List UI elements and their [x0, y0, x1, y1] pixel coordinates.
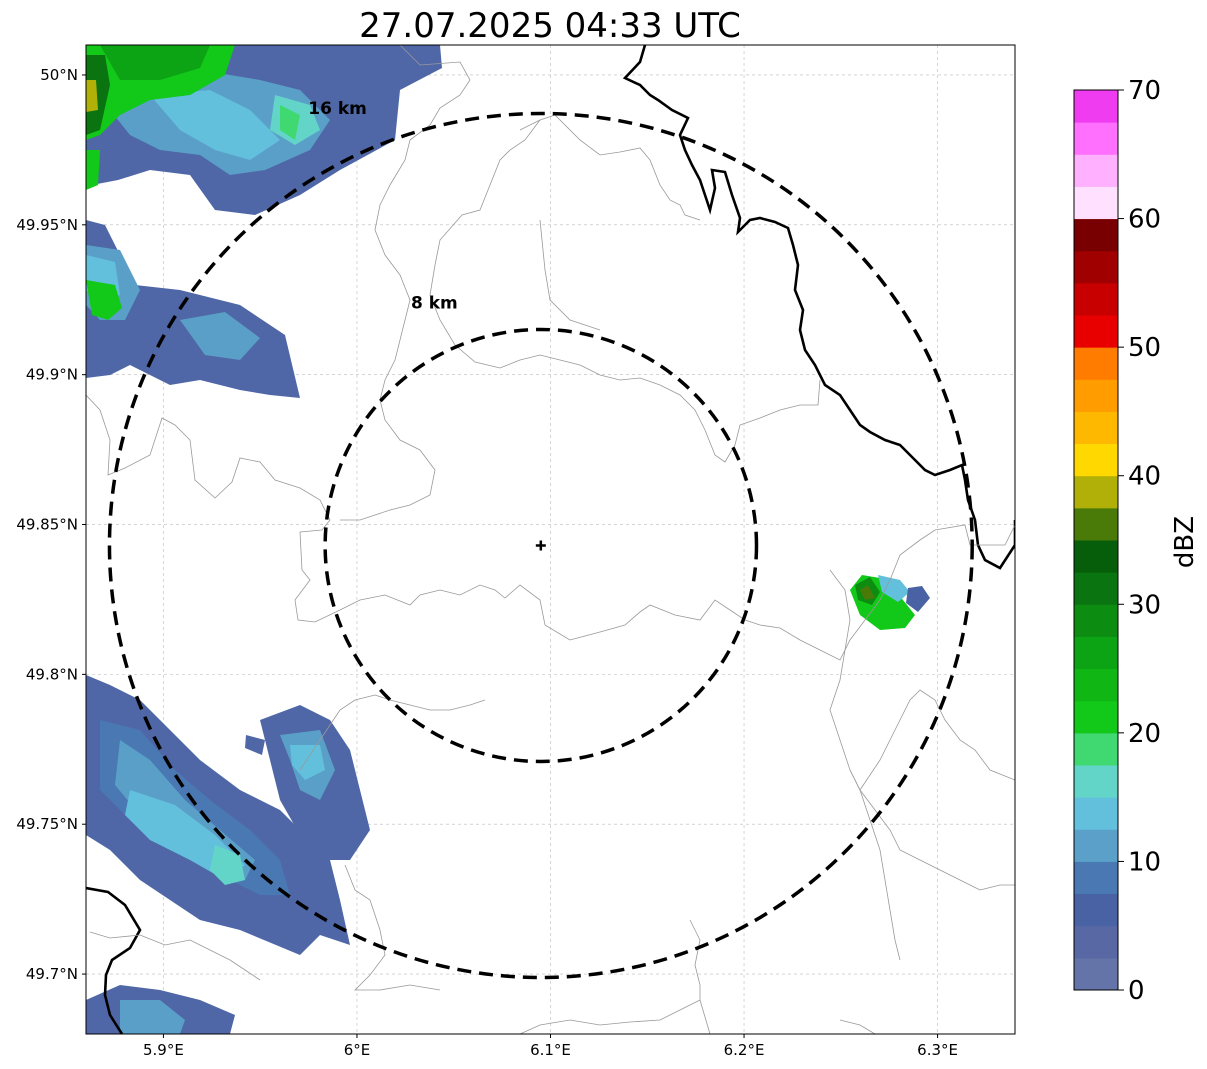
colorbar-bin — [1074, 668, 1118, 702]
colorbar-tick-label: 20 — [1128, 719, 1161, 749]
colorbar-tick-label: 60 — [1128, 205, 1161, 235]
colorbar-bin — [1074, 732, 1118, 766]
colorbar-bin — [1074, 893, 1118, 927]
x-tick-label: 6.2°E — [724, 1041, 765, 1059]
range-ring-label: 16 km — [308, 99, 367, 119]
colorbar-bin — [1074, 700, 1118, 734]
colorbar: 0 10 20 30 40 50 60 70 — [1073, 76, 1161, 1006]
colorbar-label: dBZ — [1170, 516, 1200, 568]
colorbar-bin — [1074, 347, 1118, 380]
colorbar-frame — [1073, 89, 1119, 991]
colorbar-bin — [1074, 315, 1118, 348]
colorbar-bin — [1074, 475, 1118, 509]
colorbar-bin — [1074, 250, 1118, 284]
y-tick-label: 50°N — [40, 66, 78, 84]
echo-cluster-southwest — [86, 675, 370, 1034]
colorbar-bin — [1074, 443, 1118, 477]
y-tick-label: 49.95°N — [16, 216, 78, 234]
radar-echoes — [86, 45, 930, 1034]
x-tick-label: 6°E — [344, 1041, 371, 1059]
y-tick-label: 49.75°N — [16, 815, 78, 833]
x-tick-label: 6.3°E — [917, 1041, 958, 1059]
colorbar-bin — [1074, 411, 1118, 445]
colorbar-bin — [1074, 379, 1118, 412]
colorbar-bin — [1074, 829, 1118, 862]
range-ring-16km — [107, 111, 974, 980]
echo-cluster-east — [850, 575, 930, 630]
colorbar-bin — [1074, 218, 1118, 252]
colorbar-bin — [1074, 636, 1118, 670]
range-ring-label: 8 km — [411, 294, 458, 314]
colorbar-tick-label: 40 — [1128, 462, 1161, 492]
range-rings: 8 km 16 km — [107, 99, 974, 980]
x-tick-label: 5.9°E — [143, 1041, 184, 1059]
border-east — [622, 45, 1015, 570]
echo-cluster-northwest — [86, 45, 442, 398]
admin-boundaries — [86, 45, 1015, 1034]
map-axes: 5.9°E 6°E 6.1°E 6.2°E 6.3°E 50°N 49.95°N 49.9°N… — [16, 66, 958, 1059]
colorbar-bin — [1074, 604, 1118, 637]
colorbar-tick-label: 70 — [1128, 76, 1161, 106]
colorbar-tick-label: 30 — [1128, 590, 1161, 620]
gridlines — [86, 45, 1015, 1034]
map-title: 27.07.2025 04:33 UTC — [359, 6, 741, 46]
colorbar-bin — [1074, 765, 1118, 798]
map-panel: 8 km 16 km — [86, 45, 1015, 1034]
colorbar-bin — [1074, 540, 1118, 573]
colorbar-tick-label: 10 — [1128, 847, 1161, 877]
y-tick-label: 49.7°N — [26, 965, 78, 983]
colorbar-bin — [1074, 957, 1118, 991]
colorbar-bin — [1074, 507, 1118, 541]
country-borders — [86, 45, 1015, 1034]
radar-site-marker — [535, 540, 546, 551]
y-tick-label: 49.9°N — [26, 366, 78, 384]
range-ring-8km — [323, 327, 759, 764]
colorbar-bin — [1074, 154, 1118, 187]
colorbar-bin — [1074, 90, 1118, 123]
colorbar-bin — [1074, 122, 1118, 155]
x-tick-label: 6.1°E — [530, 1041, 571, 1059]
colorbar-bin — [1074, 797, 1118, 830]
colorbar-tick-label: 0 — [1128, 976, 1145, 1006]
colorbar-bin — [1074, 282, 1118, 316]
colorbar-bin — [1074, 572, 1118, 605]
border-southwest — [86, 886, 142, 1034]
colorbar-bin — [1074, 861, 1118, 895]
y-tick-label: 49.8°N — [26, 665, 78, 683]
y-tick-label: 49.85°N — [16, 516, 78, 534]
colorbar-bin — [1074, 186, 1118, 220]
colorbar-bin — [1074, 925, 1118, 959]
colorbar-tick-label: 50 — [1128, 333, 1161, 363]
